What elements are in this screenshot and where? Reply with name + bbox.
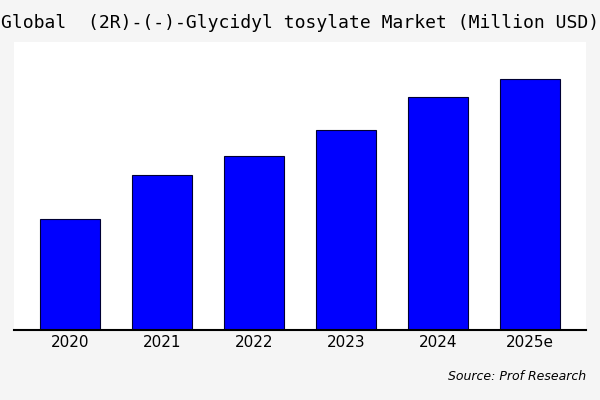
- Bar: [132, 175, 192, 330]
- Bar: [500, 79, 560, 330]
- Text: Source: Prof Research: Source: Prof Research: [448, 370, 586, 383]
- Title: Global  (2R)-(-)-Glycidyl tosylate Market (Million USD): Global (2R)-(-)-Glycidyl tosylate Market…: [1, 14, 599, 32]
- Bar: [224, 156, 284, 330]
- Bar: [316, 130, 376, 330]
- Bar: [40, 219, 100, 330]
- Bar: [408, 97, 468, 330]
